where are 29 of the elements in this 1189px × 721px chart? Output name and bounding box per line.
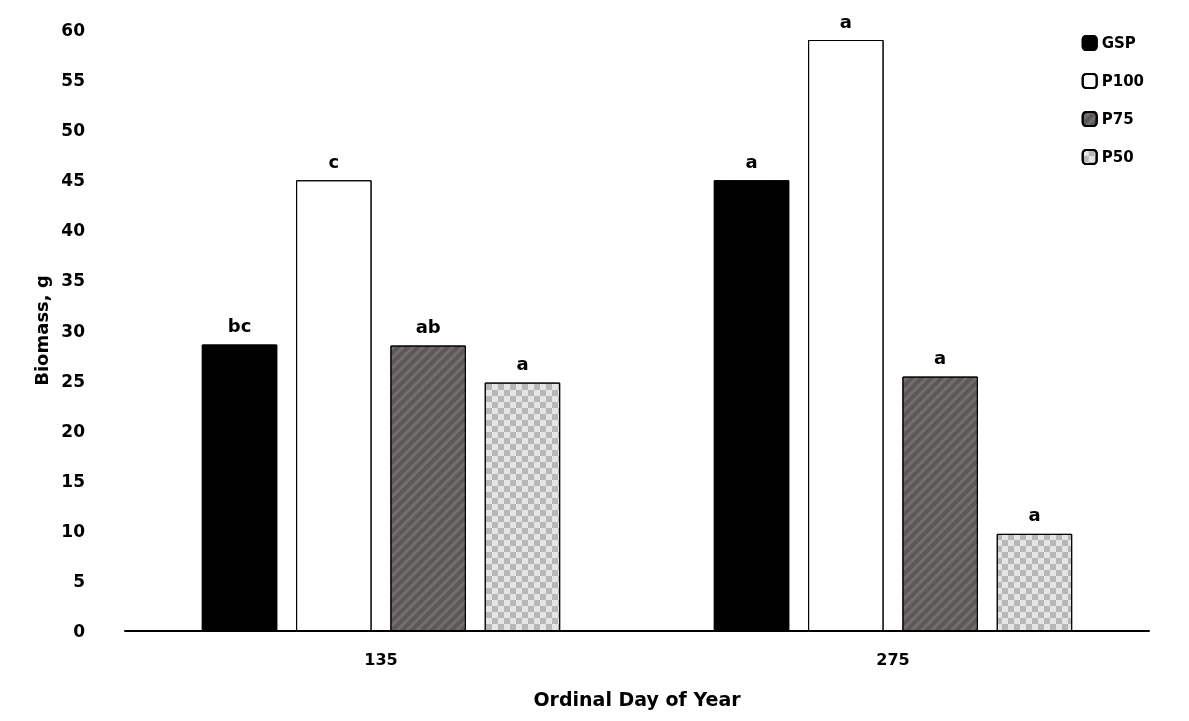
data-label: a xyxy=(745,150,758,172)
y-tick-label: 0 xyxy=(73,621,86,641)
data-label: a xyxy=(934,347,947,369)
y-tick-label: 40 xyxy=(61,220,86,241)
data-label: a xyxy=(839,10,852,32)
data-label: c xyxy=(328,150,340,172)
y-tick-label: 10 xyxy=(61,520,86,541)
legend-label: GSP xyxy=(1101,34,1136,52)
y-tick-label: 45 xyxy=(61,170,85,191)
y-tick-label: 50 xyxy=(61,120,86,141)
legend-label: P100 xyxy=(1101,72,1145,90)
y-tick-label: 30 xyxy=(61,320,86,341)
x-tick-label: 275 xyxy=(876,649,910,669)
y-tick-label: 15 xyxy=(61,470,85,491)
y-tick-label: 5 xyxy=(73,570,85,591)
legend-label: P50 xyxy=(1101,148,1134,166)
y-tick-label: 20 xyxy=(61,420,86,441)
y-tick-label: 60 xyxy=(61,20,86,40)
y-tick-label: 25 xyxy=(61,370,85,391)
y-tick-label: 35 xyxy=(61,270,85,291)
data-label: bc xyxy=(227,315,252,337)
data-label: ab xyxy=(415,316,441,338)
legend-label: P75 xyxy=(1101,110,1134,128)
x-axis-title: Ordinal Day of Year xyxy=(533,687,742,710)
data-label: a xyxy=(1028,504,1041,526)
data-label: a xyxy=(516,353,529,375)
x-tick-label: 135 xyxy=(364,649,398,669)
y-axis-title: Biomass, g xyxy=(30,275,52,386)
y-tick-label: 55 xyxy=(61,70,85,91)
